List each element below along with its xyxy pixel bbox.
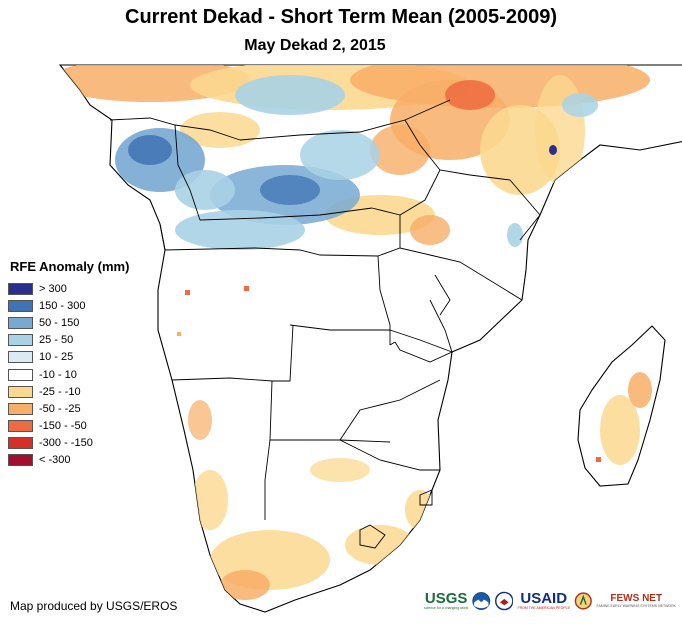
- fews-net-logo-text: FEWS NET: [610, 592, 663, 604]
- legend-item: > 300: [8, 280, 158, 297]
- legend-items: > 300 150 - 300 50 - 150 25 - 50 10 - 25 -10 …: [8, 280, 158, 469]
- legend-label: 25 - 50: [39, 334, 74, 347]
- usaid-logo-text: USAID: [520, 590, 568, 608]
- legend-swatch: [8, 351, 33, 364]
- legend-swatch: [8, 385, 33, 398]
- usgs-logo-text: USGS: [424, 590, 468, 608]
- legend-swatch: [8, 316, 33, 329]
- legend-item: 25 - 50: [8, 332, 158, 349]
- legend-label: 50 - 150: [39, 316, 80, 329]
- legend-item: < -300: [8, 452, 158, 469]
- legend-label: 150 - 300: [39, 299, 86, 312]
- fews-net-logo: FEWS NET FAMINE EARLY WARNING SYSTEMS NE…: [596, 592, 676, 609]
- credit-text: Map produced by USGS/EROS: [10, 599, 178, 613]
- legend-item: -10 - 10: [8, 366, 158, 383]
- partner-logos: USGS science for a changing world USAID …: [424, 584, 676, 618]
- legend-label: -10 - 10: [39, 368, 77, 381]
- legend-swatch: [8, 334, 33, 347]
- legend-item: -300 - -150: [8, 435, 158, 452]
- map-title: Current Dekad - Short Term Mean (2005-20…: [125, 6, 557, 28]
- legend-swatch: [8, 402, 33, 415]
- usaid-seal-icon: [494, 591, 514, 611]
- legend-label: -150 - -50: [39, 420, 87, 433]
- map-subtitle: May Dekad 2, 2015: [244, 37, 386, 54]
- legend-swatch: [8, 299, 33, 312]
- usaid-logo: USAID FROM THE AMERICAN PEOPLE: [517, 591, 569, 611]
- legend-label: -300 - -150: [39, 437, 93, 450]
- legend-swatch: [8, 420, 33, 433]
- legend-item: 10 - 25: [8, 349, 158, 366]
- legend-swatch: [8, 454, 33, 467]
- anomaly-patches: [60, 65, 652, 600]
- legend-item: 150 - 300: [8, 297, 158, 314]
- legend-label: > 300: [39, 282, 67, 295]
- legend-item: -50 - -25: [8, 400, 158, 417]
- legend-swatch: [8, 282, 33, 295]
- legend-title: RFE Anomaly (mm): [10, 259, 130, 274]
- legend-item: -25 - -10: [8, 383, 158, 400]
- usgs-tagline: science for a changing world: [424, 606, 469, 611]
- legend-item: -150 - -50: [8, 418, 158, 435]
- country-borders: [109, 99, 541, 549]
- legend-label: -25 - -10: [39, 385, 81, 398]
- legend-swatch: [8, 437, 33, 450]
- legend-item: 50 - 150: [8, 314, 158, 331]
- usgs-logo: USGS science for a changing world: [424, 591, 468, 611]
- legend-swatch: [8, 368, 33, 381]
- usaid-tagline: FROM THE AMERICAN PEOPLE: [517, 606, 570, 611]
- legend-label: -50 - -25: [39, 402, 81, 415]
- legend-label: < -300: [39, 454, 71, 467]
- fews-net-icon: [574, 592, 592, 610]
- legend: RFE Anomaly (mm) > 300 150 - 300 50 - 150 2…: [8, 259, 158, 469]
- legend-label: 10 - 25: [39, 351, 74, 364]
- fews-net-tagline: FAMINE EARLY WARNING SYSTEMS NETWORK: [596, 603, 676, 608]
- noaa-seal-icon: [472, 592, 491, 610]
